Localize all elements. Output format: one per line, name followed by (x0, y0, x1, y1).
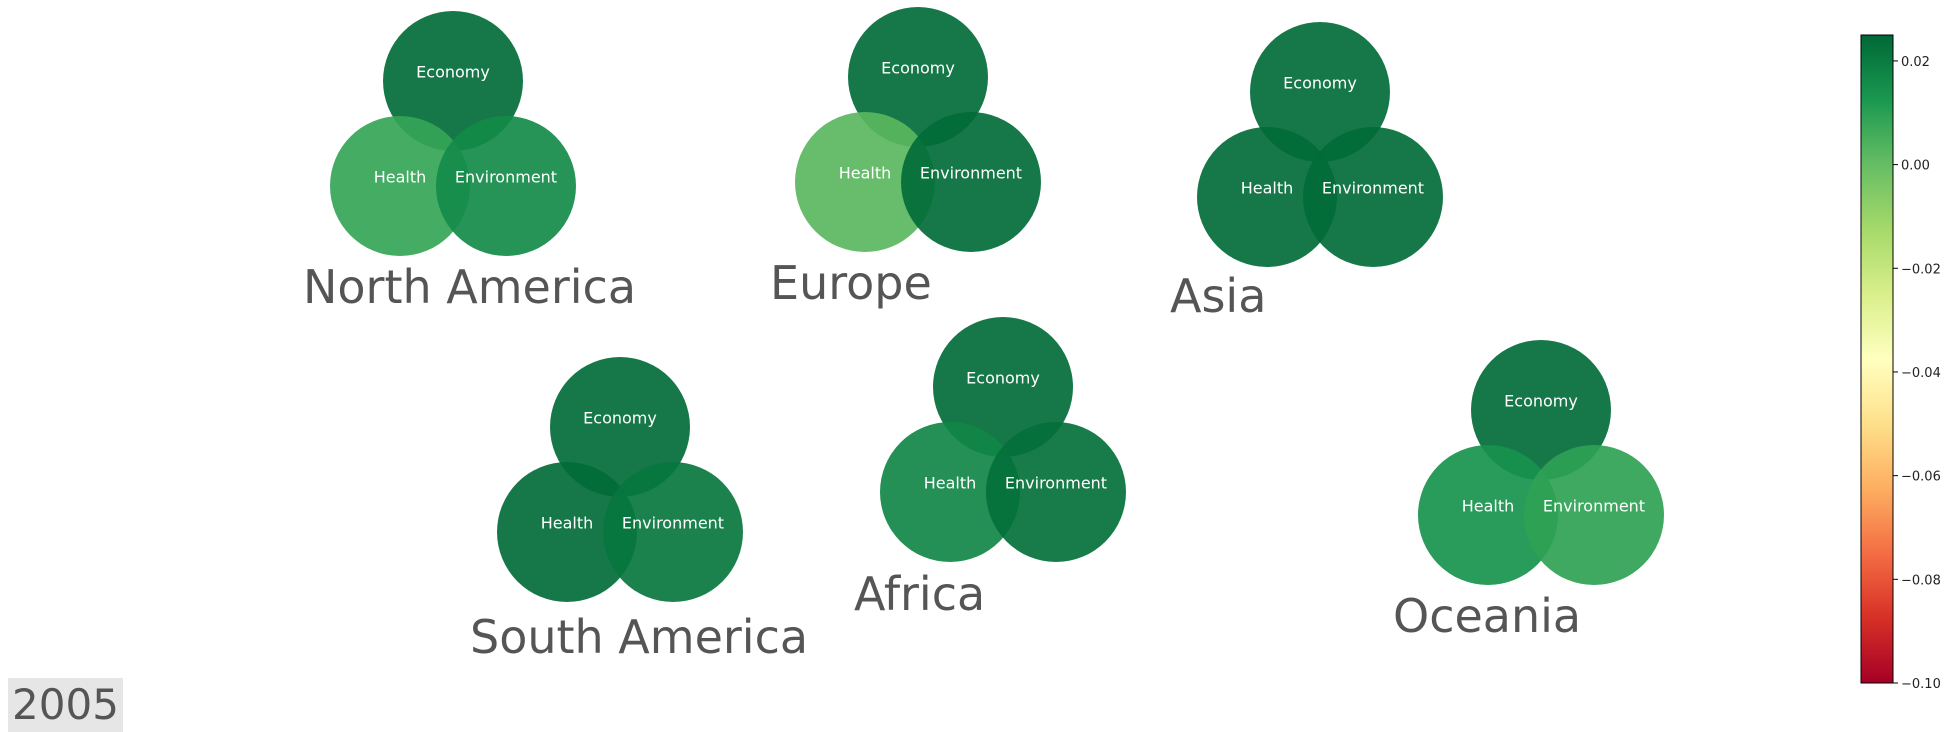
region-asia: Economy Health Environment Asia (1170, 22, 1443, 323)
south-america-health-circle (497, 462, 637, 602)
year-label: 2005 (8, 678, 123, 732)
europe-environment-circle (901, 112, 1041, 252)
europe-economy-label: Economy (881, 59, 955, 78)
oceania-health-label: Health (1462, 497, 1515, 516)
europe-economy-circle (848, 7, 988, 147)
colorbar-tick-label: 0.00 (1901, 159, 1930, 174)
oceania-economy-label: Economy (1504, 392, 1578, 411)
colorbar-tick-label: −0.10 (1901, 677, 1941, 692)
north-america-health-circle (330, 116, 470, 256)
north-america-environment-circle (436, 116, 576, 256)
south-america-region-label: South America (470, 610, 808, 664)
europe-region-label: Europe (770, 256, 932, 310)
africa-health-label: Health (924, 474, 977, 493)
south-america-environment-circle (603, 462, 743, 602)
asia-health-label: Health (1241, 179, 1294, 198)
oceania-health-circle (1418, 445, 1558, 585)
region-north-america: Economy Health Environment North America (303, 11, 636, 314)
colorbar: 0.02 0.00 −0.02 −0.04 −0.06 −0.08 −0.10 (1860, 34, 1941, 692)
north-america-region-label: North America (303, 260, 636, 314)
south-america-health-label: Health (541, 514, 594, 533)
region-south-america: Economy Health Environment South America (470, 357, 808, 664)
asia-health-circle (1197, 127, 1337, 267)
europe-environment-label: Environment (920, 164, 1022, 183)
colorbar-gradient (1860, 34, 1894, 684)
africa-region-label: Africa (854, 567, 985, 621)
north-america-economy-circle (383, 11, 523, 151)
africa-environment-label: Environment (1005, 474, 1107, 493)
europe-health-circle (795, 112, 935, 252)
asia-region-label: Asia (1170, 269, 1266, 323)
asia-economy-label: Economy (1283, 74, 1357, 93)
asia-environment-circle (1303, 127, 1443, 267)
africa-economy-label: Economy (966, 369, 1040, 388)
south-america-economy-circle (550, 357, 690, 497)
asia-economy-circle (1250, 22, 1390, 162)
colorbar-tick-label: −0.08 (1901, 573, 1941, 588)
africa-environment-circle (986, 422, 1126, 562)
asia-environment-label: Environment (1322, 179, 1424, 198)
colorbar-tick-label: −0.02 (1901, 262, 1941, 277)
africa-economy-circle (933, 317, 1073, 457)
oceania-economy-circle (1471, 340, 1611, 480)
oceania-region-label: Oceania (1393, 589, 1581, 643)
north-america-health-label: Health (374, 168, 427, 187)
region-oceania: Economy Health Environment Oceania (1393, 340, 1664, 643)
oceania-environment-circle (1524, 445, 1664, 585)
colorbar-tick-label: 0.02 (1901, 55, 1930, 70)
europe-health-label: Health (839, 164, 892, 183)
oceania-environment-label: Environment (1543, 497, 1645, 516)
region-europe: Economy Health Environment Europe (770, 7, 1041, 310)
colorbar-tick-label: −0.04 (1901, 366, 1941, 381)
south-america-environment-label: Environment (622, 514, 724, 533)
colorbar-tick-label: −0.06 (1901, 470, 1941, 485)
region-africa: Economy Health Environment Africa (854, 317, 1126, 621)
north-america-environment-label: Environment (455, 168, 557, 187)
south-america-economy-label: Economy (583, 409, 657, 428)
north-america-economy-label: Economy (416, 63, 490, 82)
africa-health-circle (880, 422, 1020, 562)
